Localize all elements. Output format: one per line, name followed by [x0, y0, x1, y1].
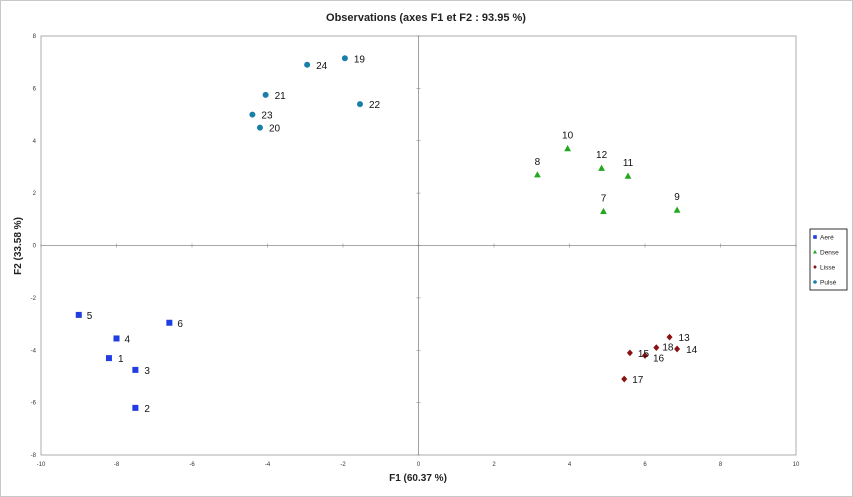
data-point-9: [673, 206, 681, 213]
data-points: [75, 55, 681, 411]
data-point-10: [564, 145, 572, 152]
legend-label-4: Pulsé: [820, 279, 837, 286]
x-tick-label: -2: [340, 462, 346, 468]
data-point-11: [624, 172, 632, 179]
x-tick-label: -4: [265, 462, 271, 468]
x-axis-title: F1 (60.37 %): [389, 473, 447, 484]
point-label-17: 17: [632, 375, 644, 386]
x-tick-label: 0: [417, 462, 421, 468]
point-label-4: 4: [125, 334, 131, 345]
data-point-23: [249, 111, 256, 118]
data-point-3: [132, 366, 139, 373]
y-tick-label: 8: [33, 34, 37, 40]
data-point-24: [304, 61, 311, 68]
point-label-8: 8: [535, 157, 541, 168]
data-point-20: [256, 124, 263, 131]
y-tick-label: 4: [33, 139, 37, 145]
x-tick-label: -6: [189, 462, 195, 468]
point-label-3: 3: [144, 366, 150, 377]
x-tick-label: -8: [114, 462, 120, 468]
point-label-9: 9: [674, 192, 680, 203]
y-tick-label: 0: [33, 244, 37, 250]
data-point-6: [166, 319, 173, 326]
point-label-14: 14: [686, 345, 698, 356]
data-point-22: [356, 101, 363, 108]
point-label-15: 15: [638, 349, 650, 360]
legend-label-1: Aeré: [820, 234, 834, 241]
point-label-21: 21: [275, 91, 287, 102]
y-tick-label: 2: [33, 191, 37, 197]
point-label-5: 5: [87, 311, 93, 322]
legend-label-2: Dense: [820, 249, 839, 256]
axes: [40, 35, 797, 456]
point-label-2: 2: [144, 404, 150, 415]
data-point-13: [666, 333, 673, 341]
data-point-21: [262, 91, 269, 98]
data-point-19: [341, 55, 348, 62]
data-point-1: [105, 355, 112, 362]
data-point-17: [621, 375, 628, 383]
y-axis-title: F2 (33.58 %): [13, 217, 24, 275]
x-tick-label: 4: [568, 462, 572, 468]
legend: Aeré Dense Lisse Pulsé: [809, 228, 848, 291]
x-tick-label: 2: [492, 462, 496, 468]
legend-box: [809, 228, 848, 291]
x-tick-label: 6: [643, 462, 647, 468]
point-label-18: 18: [662, 343, 674, 354]
data-point-4: [113, 335, 120, 342]
data-point-5: [75, 311, 82, 318]
data-point-7: [600, 207, 607, 215]
y-tick-label: -2: [31, 296, 37, 302]
data-point-15: [626, 349, 633, 357]
data-point-8: [534, 171, 541, 178]
point-label-12: 12: [596, 150, 608, 161]
legend-marker-4: [813, 280, 817, 284]
point-label-1: 1: [118, 354, 124, 365]
point-label-19: 19: [354, 54, 366, 65]
data-point-2: [132, 404, 139, 411]
y-tick-label: -8: [31, 453, 37, 459]
x-tick-label: 10: [793, 462, 800, 468]
data-point-16: [642, 352, 648, 359]
point-label-24: 24: [316, 61, 328, 72]
legend-marker-2: [812, 249, 818, 254]
data-point-14: [674, 345, 681, 353]
chart-title: Observations (axes F1 et F2 : 93.95 %): [326, 12, 526, 24]
y-tick-label: -4: [31, 348, 37, 354]
y-tick-label: 6: [33, 86, 37, 92]
point-label-10: 10: [562, 131, 574, 142]
point-label-20: 20: [269, 124, 281, 135]
point-label-13: 13: [679, 333, 691, 344]
point-label-23: 23: [261, 111, 273, 122]
point-label-11: 11: [623, 158, 634, 169]
point-label-22: 22: [369, 100, 381, 111]
y-tick-label: -6: [31, 401, 37, 407]
legend-marker-1: [813, 235, 817, 239]
data-point-18: [653, 344, 660, 352]
point-label-6: 6: [177, 319, 183, 330]
point-label-7: 7: [601, 193, 607, 204]
x-tick-label: 8: [719, 462, 723, 468]
data-point-12: [598, 164, 605, 171]
legend-label-3: Lisse: [820, 264, 836, 271]
point-label-16: 16: [653, 353, 665, 364]
x-tick-label: -10: [37, 462, 46, 468]
